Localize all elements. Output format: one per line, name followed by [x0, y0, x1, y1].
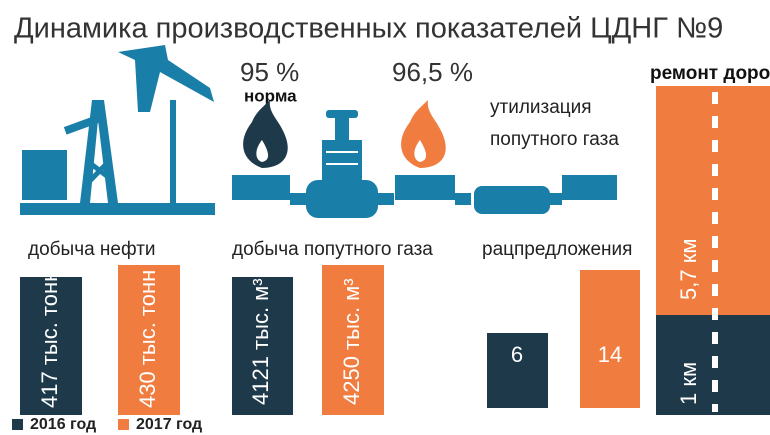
legend-label: 2016 год — [30, 416, 96, 433]
gas-2016-value: 4121 тыс. м³ — [248, 278, 273, 405]
proposals-2016-value: 6 — [511, 342, 523, 367]
proposals-2017-value: 14 — [598, 342, 622, 367]
gas-2017-value: 4250 тыс. м³ — [339, 278, 364, 405]
pump-jack-icon — [20, 45, 215, 215]
oil-label: добыча нефти — [28, 239, 156, 260]
norm-value: 95 % — [240, 57, 299, 87]
proposals-label: рацпредложения — [482, 239, 632, 260]
road-2017-value: 5,7 км — [676, 239, 701, 300]
norm-label: норма — [244, 86, 297, 105]
oil-2016-value: 417 тыс. тонн — [37, 270, 62, 408]
roads-label: ремонт дорог — [650, 63, 770, 84]
flame-icon — [243, 100, 288, 168]
flare-value: 96,5 % — [392, 57, 473, 87]
title: Динамика производственных показателей ЦД… — [14, 13, 723, 45]
legend-label: 2017 год — [136, 416, 202, 433]
oil-2017-value: 430 тыс. тонн — [135, 270, 160, 408]
legend-swatch — [12, 419, 23, 430]
road-2016-value: 1 км — [676, 362, 701, 405]
infographic: Динамика производственных показателей ЦД… — [0, 0, 770, 435]
flame-icon — [401, 100, 446, 168]
gas-label: добыча попутного газа — [232, 239, 433, 260]
flare-label: попутного газа — [490, 129, 619, 150]
flare-label: утилизация — [490, 97, 592, 118]
legend-swatch — [118, 419, 129, 430]
proposals-2017-bar — [580, 270, 640, 408]
